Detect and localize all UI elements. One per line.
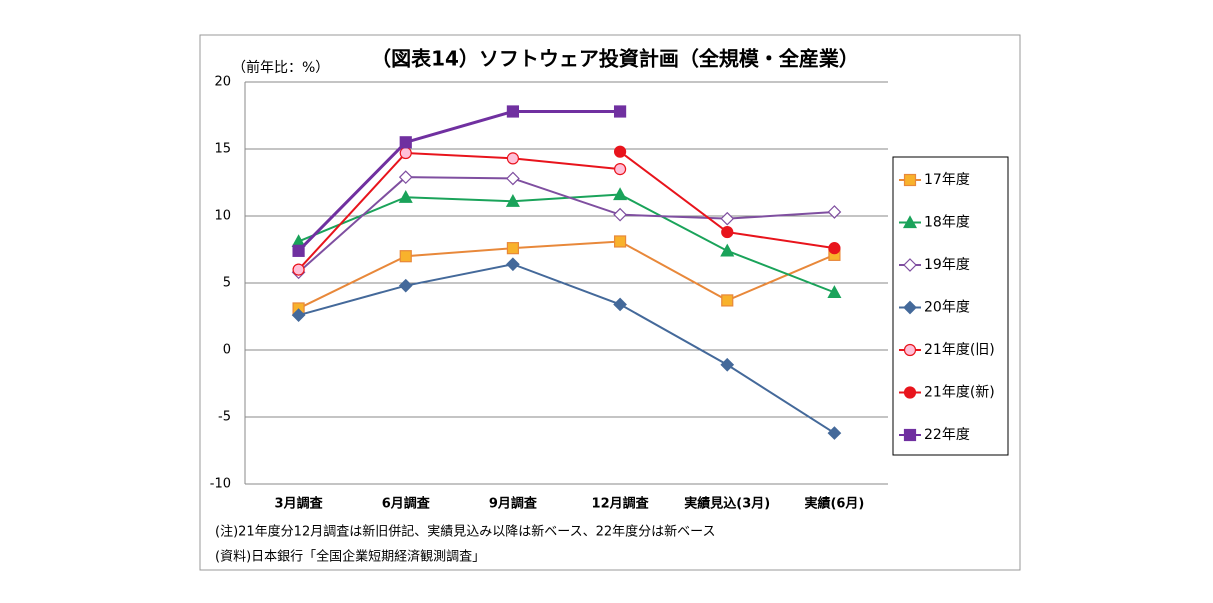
series-line (297, 176, 835, 274)
chart-title: （図表14）ソフトウェア投資計画（全規模・全産業） (371, 47, 859, 71)
data-point (613, 105, 627, 118)
x-tick-label: 6月調査 (382, 496, 431, 512)
data-point (613, 297, 627, 312)
data-point (613, 235, 627, 248)
x-tick-label: 9月調査 (489, 496, 538, 512)
data-point (827, 426, 842, 440)
legend-label: 21年度(旧) (924, 342, 995, 358)
y-tick-label: 0 (223, 343, 231, 358)
series-line (298, 193, 835, 294)
series-line (298, 240, 835, 310)
y-tick-label: 20 (214, 75, 231, 90)
y-tick-label: -10 (210, 477, 231, 492)
data-point (506, 105, 520, 118)
data-point (399, 250, 412, 263)
data-point (613, 145, 627, 158)
data-point (720, 243, 735, 257)
data-point (720, 211, 735, 226)
legend-label: 19年度 (924, 257, 970, 273)
legend-marker (903, 258, 917, 272)
data-point (399, 136, 412, 149)
data-point (398, 170, 413, 184)
note: (資料)日本銀行「全国企業短期経済観測調査」 (215, 549, 485, 565)
data-point (398, 189, 413, 203)
legend-label: 20年度 (924, 300, 970, 316)
series-line (297, 109, 621, 252)
x-tick-label: 実績見込(3月) (684, 496, 770, 512)
legend-marker (903, 300, 917, 315)
x-tick-label: 12月調査 (592, 496, 650, 512)
data-point (506, 152, 520, 165)
data-point (720, 357, 735, 372)
legend-label: 22年度 (924, 427, 970, 443)
data-point (399, 146, 412, 160)
y-axis-label: （前年比：%） (232, 59, 329, 76)
data-point (506, 257, 520, 272)
chart-frame (199, 34, 1021, 571)
data-point (613, 207, 627, 222)
data-point (292, 244, 305, 257)
data-point (505, 194, 520, 207)
data-point (506, 171, 520, 186)
y-tick-label: 15 (214, 142, 231, 157)
data-point (827, 285, 842, 298)
legend-marker (902, 215, 918, 229)
note: (注)21年度分12月調査は新旧併記、実績見込み以降は新ベース、22年度分は新ベ… (215, 524, 715, 540)
legend-label: 17年度 (924, 172, 970, 188)
data-point (721, 294, 734, 307)
data-point (613, 163, 627, 176)
legend-marker (903, 386, 917, 399)
legend-marker (903, 343, 917, 357)
data-point (613, 187, 628, 201)
y-tick-label: 10 (214, 209, 231, 224)
data-point (721, 225, 734, 239)
legend-marker (903, 173, 917, 187)
legend-label: 21年度(新) (924, 385, 995, 401)
legend-label: 18年度 (924, 215, 970, 231)
y-tick-label: -5 (218, 410, 231, 425)
x-tick-label: 実績(6月) (804, 496, 864, 512)
data-point (292, 263, 305, 276)
data-point (827, 205, 842, 219)
data-point (828, 242, 841, 255)
data-point (291, 308, 306, 323)
legend-marker (903, 428, 917, 442)
series-line (298, 263, 835, 434)
data-point (398, 278, 413, 293)
data-point (506, 242, 520, 255)
x-tick-label: 3月調査 (275, 496, 324, 512)
y-tick-label: 5 (223, 276, 231, 291)
series-line (297, 151, 621, 271)
